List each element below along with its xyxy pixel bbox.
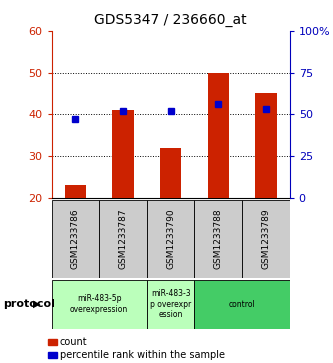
Text: GSM1233786: GSM1233786 bbox=[71, 208, 80, 269]
Bar bbox=[242, 200, 290, 278]
Bar bbox=[160, 148, 181, 198]
Title: GDS5347 / 236660_at: GDS5347 / 236660_at bbox=[94, 13, 247, 27]
Text: protocol: protocol bbox=[3, 299, 55, 309]
Text: control: control bbox=[229, 299, 255, 309]
Bar bbox=[52, 280, 147, 329]
Bar bbox=[112, 110, 134, 198]
Bar bbox=[147, 200, 194, 278]
Bar bbox=[99, 200, 147, 278]
Text: GSM1233790: GSM1233790 bbox=[166, 208, 175, 269]
Bar bbox=[194, 200, 242, 278]
Bar bbox=[255, 93, 277, 198]
Text: GSM1233787: GSM1233787 bbox=[119, 208, 128, 269]
Bar bbox=[207, 73, 229, 198]
Bar bbox=[194, 280, 290, 329]
Text: miR-483-3
p overexpr
ession: miR-483-3 p overexpr ession bbox=[150, 289, 191, 319]
Text: count: count bbox=[60, 337, 88, 347]
Text: GSM1233788: GSM1233788 bbox=[214, 208, 223, 269]
Text: percentile rank within the sample: percentile rank within the sample bbox=[60, 350, 225, 360]
Text: miR-483-5p
overexpression: miR-483-5p overexpression bbox=[70, 294, 128, 314]
Bar bbox=[65, 185, 86, 198]
Bar bbox=[147, 280, 194, 329]
Text: ▶: ▶ bbox=[33, 299, 41, 309]
Text: GSM1233789: GSM1233789 bbox=[261, 208, 270, 269]
Bar bbox=[52, 200, 99, 278]
